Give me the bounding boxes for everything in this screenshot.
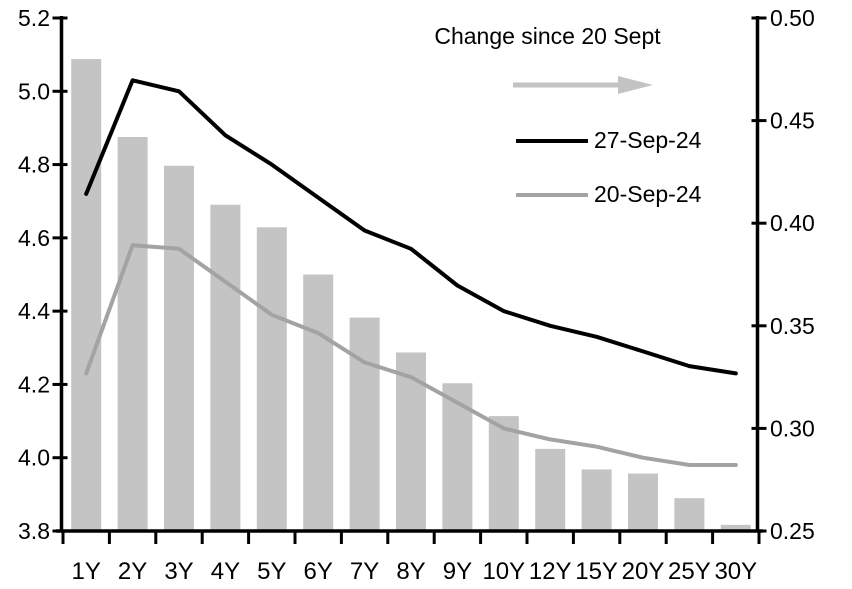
x-tick-label: 6Y — [304, 558, 333, 585]
x-tick-label: 9Y — [443, 558, 472, 585]
bar-9Y — [442, 383, 473, 531]
y-left-tick-label: 4.6 — [18, 225, 50, 251]
y-left-tick-label: 4.0 — [18, 445, 50, 471]
bar-12Y — [535, 448, 566, 531]
y-right-tick-label: 0.30 — [770, 415, 815, 441]
y-right-tick-label: 0.40 — [770, 210, 815, 236]
x-tick-label: 5Y — [257, 558, 286, 585]
y-right-tick-label: 0.25 — [770, 518, 815, 544]
y-right-tick-label: 0.45 — [770, 108, 815, 134]
y-left-tick-label: 5.0 — [18, 78, 50, 104]
bar-1Y — [71, 59, 102, 531]
legend-item-20-sep: 20-Sep-24 — [516, 181, 701, 208]
line-sample-black — [516, 138, 588, 143]
y-left-tick-label: 3.8 — [18, 518, 50, 544]
bar-3Y — [164, 165, 194, 531]
x-tick-label: 20Y — [622, 558, 665, 585]
x-tick-label: 10Y — [482, 558, 525, 585]
legend-label: 27-Sep-24 — [594, 127, 702, 153]
line-sample-gray — [516, 192, 588, 197]
right-arrow-icon — [512, 74, 654, 96]
y-right-tick-label: 0.35 — [770, 313, 815, 339]
bar-15Y — [581, 469, 612, 531]
y-left-tick-label: 4.4 — [18, 298, 50, 324]
x-tick-label: 8Y — [396, 558, 425, 585]
bar-4Y — [210, 204, 241, 531]
x-tick-label: 30Y — [714, 558, 757, 585]
bar-7Y — [349, 317, 380, 531]
x-tick-label: 25Y — [668, 558, 711, 585]
x-tick-label: 1Y — [72, 558, 101, 585]
bar-20Y — [628, 473, 658, 531]
x-tick-label: 15Y — [575, 558, 618, 585]
y-left-tick-label: 4.8 — [18, 152, 50, 178]
x-tick-label: 4Y — [211, 558, 240, 585]
y-left-tick-label: 5.2 — [18, 5, 50, 31]
x-tick-label: 3Y — [164, 558, 193, 585]
x-tick-label: 12Y — [529, 558, 572, 585]
y-left-tick-label: 4.2 — [18, 371, 50, 397]
bar-6Y — [303, 274, 334, 531]
bar-5Y — [256, 227, 287, 531]
x-tick-label: 7Y — [350, 558, 379, 585]
legend-item-27-sep: 27-Sep-24 — [516, 127, 701, 154]
x-tick-label: 2Y — [118, 558, 147, 585]
bar-25Y — [674, 498, 705, 531]
line-20-Sep-24 — [84, 243, 738, 467]
bar-30Y — [720, 524, 751, 531]
line-27-Sep-24 — [84, 78, 738, 376]
bar-10Y — [488, 416, 519, 531]
legend-label: 20-Sep-24 — [594, 181, 702, 207]
bar-2Y — [117, 137, 148, 532]
y-right-tick-label: 0.50 — [770, 5, 815, 31]
legend-title: Change since 20 Sept — [434, 23, 661, 49]
